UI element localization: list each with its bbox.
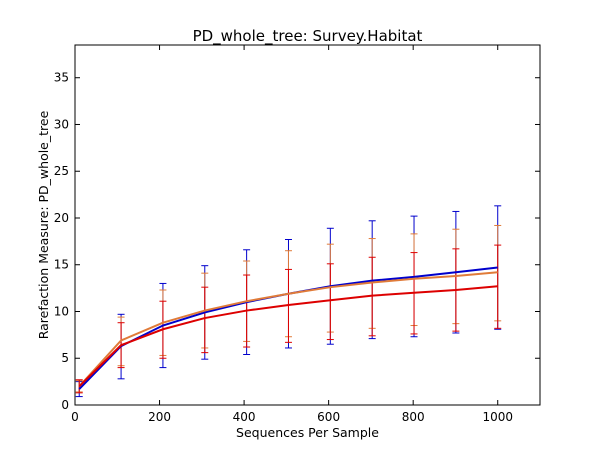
y-tick-label: 35 (54, 71, 69, 85)
error-bar (201, 286, 209, 354)
y-tick-label: 10 (54, 304, 69, 318)
x-tick-label: 600 (317, 410, 340, 424)
chart-title: PD_whole_tree: Survey.Habitat (193, 27, 423, 46)
error-bar (326, 263, 334, 341)
x-tick-label: 800 (402, 410, 425, 424)
y-tick-label: 30 (54, 117, 69, 131)
y-tick-label: 15 (54, 258, 69, 272)
plot-frame (74, 44, 541, 406)
x-axis: 0 200 400 600 800 1000 (71, 45, 513, 424)
y-tick-label: 20 (54, 211, 69, 225)
y-tick-label: 0 (61, 398, 69, 412)
x-tick-label: 200 (148, 410, 171, 424)
series-line-2 (78, 285, 498, 388)
x-tick-label: 400 (233, 410, 256, 424)
series-layer (75, 205, 502, 398)
y-tick-label: 25 (54, 164, 69, 178)
y-tick-label: 5 (61, 351, 69, 365)
series-line-1 (78, 271, 498, 387)
x-tick-label: 1000 (482, 410, 513, 424)
error-bar (75, 379, 83, 394)
y-axis: 0 5 10 15 20 25 30 35 (54, 71, 540, 412)
x-axis-label: Sequences Per Sample (236, 425, 379, 440)
x-tick-label: 0 (71, 410, 79, 424)
y-axis-label: Rarefaction Measure: PD_whole_tree (36, 110, 51, 339)
